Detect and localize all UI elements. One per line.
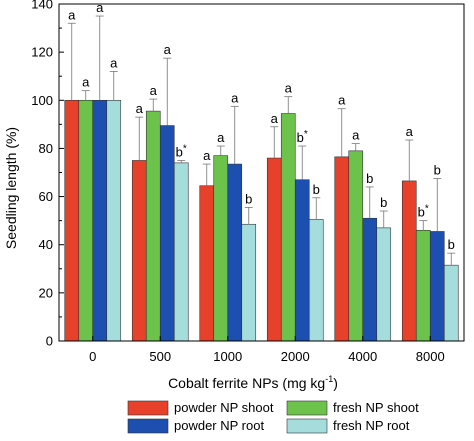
bar xyxy=(266,157,282,342)
bar xyxy=(348,150,364,342)
plot-frame xyxy=(58,3,465,342)
y-tick-label: 0 xyxy=(46,334,53,349)
significance-label: b xyxy=(434,163,441,178)
x-axis-title-superscript: -1 xyxy=(325,374,333,384)
y-tick-label: 80 xyxy=(39,141,53,156)
significance-label: a xyxy=(406,124,414,139)
bars xyxy=(64,99,459,342)
bar xyxy=(334,156,350,342)
x-axis-title-close: ) xyxy=(333,375,338,391)
legend-label: powder NP shoot xyxy=(174,400,274,415)
x-tick-label: 2000 xyxy=(281,349,310,364)
significance-label: b xyxy=(245,191,252,206)
y-tick-label: 20 xyxy=(39,285,53,300)
bar xyxy=(173,162,189,342)
bar xyxy=(92,99,108,342)
x-axis-title: Cobalt ferrite NPs (mg kg-1) xyxy=(168,374,338,391)
significance-label: b* xyxy=(297,129,308,145)
y-tick-label: 60 xyxy=(39,189,53,204)
significance-label: a xyxy=(285,81,293,96)
legend-swatch xyxy=(286,418,328,434)
significance-label: a xyxy=(68,7,76,22)
legend: powder NP shoot fresh NP shoot powder NP r… xyxy=(127,400,419,434)
x-tick-label: 0 xyxy=(89,349,96,364)
y-tick-label: 100 xyxy=(31,93,53,108)
bar xyxy=(401,180,417,342)
legend-swatch xyxy=(127,418,169,434)
significance-label: a xyxy=(164,42,172,57)
bar xyxy=(64,99,80,342)
legend-label: fresh NP shoot xyxy=(333,400,419,415)
legend-label: powder NP root xyxy=(174,418,264,433)
bar xyxy=(78,99,94,342)
bar xyxy=(227,163,243,342)
bar xyxy=(415,229,431,342)
bar xyxy=(213,155,229,342)
y-axis-ticks: 0 20 40 60 80 100 120 140 xyxy=(31,0,64,349)
x-tick-label: 500 xyxy=(149,349,171,364)
x-tick-label: 1000 xyxy=(213,349,242,364)
bar xyxy=(241,223,257,342)
y-tick-label: 140 xyxy=(31,0,53,12)
bar xyxy=(308,219,324,342)
bar xyxy=(280,113,296,342)
bar xyxy=(429,231,445,342)
significance-label: a xyxy=(217,130,225,145)
x-axis-title-main: Cobalt ferrite NPs (mg kg xyxy=(168,375,325,391)
bar xyxy=(159,125,175,342)
x-tick-label: 4000 xyxy=(348,349,377,364)
significance-label: a xyxy=(338,93,346,108)
y-tick-label: 120 xyxy=(31,45,53,60)
bar xyxy=(362,217,378,342)
bar xyxy=(443,264,459,342)
bar xyxy=(131,160,147,342)
bar xyxy=(294,179,310,342)
significance-label: b xyxy=(313,182,320,197)
significance-label: a xyxy=(110,55,118,70)
y-axis-title: Seedling length (%) xyxy=(3,127,19,249)
bar xyxy=(376,227,392,342)
x-tick-label: 8000 xyxy=(416,349,445,364)
significance-label: a xyxy=(231,90,239,105)
error-bars xyxy=(67,15,456,266)
x-axis-ticks: 0 500 1000 2000 4000 8000 xyxy=(89,336,445,364)
significance-label: a xyxy=(150,83,158,98)
significance-label: a xyxy=(82,75,90,90)
significance-label: b xyxy=(380,195,387,210)
significance-label: b* xyxy=(418,204,429,220)
bar xyxy=(106,99,122,342)
bar xyxy=(145,110,161,342)
significance-label: a xyxy=(96,0,104,15)
significance-label: a xyxy=(352,128,360,143)
significance-label: b xyxy=(448,237,455,252)
significance-label: a xyxy=(203,148,211,163)
legend-swatch xyxy=(286,400,328,416)
significance-label: a xyxy=(136,101,144,116)
legend-swatch xyxy=(127,400,169,416)
significance-label: b* xyxy=(176,143,187,159)
significance-label: b xyxy=(366,171,373,186)
y-tick-label: 40 xyxy=(39,237,53,252)
bar xyxy=(199,185,215,342)
significance-label: a xyxy=(271,111,279,126)
legend-label: fresh NP root xyxy=(333,418,410,433)
